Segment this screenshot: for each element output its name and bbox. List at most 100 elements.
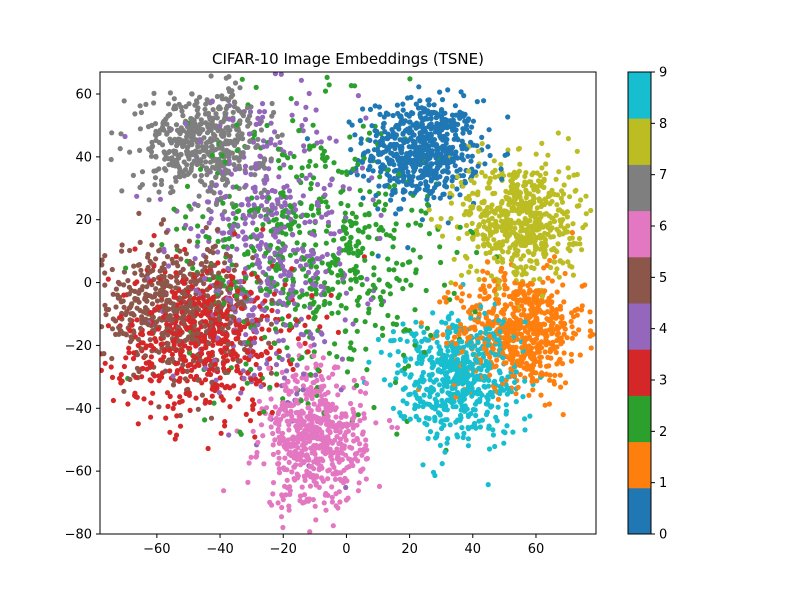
scatter-point <box>169 356 175 362</box>
scatter-point <box>195 406 201 412</box>
scatter-point <box>279 254 285 261</box>
scatter-point <box>551 191 558 197</box>
scatter-point <box>105 323 111 329</box>
scatter-point <box>357 388 364 395</box>
scatter-point <box>284 477 290 483</box>
scatter-point <box>583 193 589 199</box>
scatter-point <box>443 136 449 142</box>
scatter-point <box>311 413 317 419</box>
scatter-point <box>203 319 209 325</box>
scatter-point <box>237 85 243 91</box>
scatter-point <box>253 166 259 172</box>
scatter-point <box>469 124 475 130</box>
scatter-point <box>501 429 507 435</box>
scatter-point <box>418 175 424 181</box>
scatter-point <box>549 305 555 311</box>
scatter-point <box>333 503 339 509</box>
scatter-point <box>458 89 464 95</box>
scatter-point <box>141 396 147 402</box>
scatter-point <box>355 93 361 99</box>
scatter-point <box>383 232 389 238</box>
scatter-point <box>231 305 237 311</box>
scatter-point <box>154 319 160 325</box>
scatter-point <box>571 330 577 336</box>
scatter-point <box>282 202 289 208</box>
scatter-point <box>538 198 544 204</box>
scatter-point <box>459 291 465 297</box>
scatter-point <box>378 169 384 175</box>
scatter-point <box>367 106 374 112</box>
scatter-point <box>174 309 180 315</box>
chart-title: CIFAR-10 Image Embeddings (TSNE) <box>212 50 484 68</box>
scatter-point <box>177 423 184 429</box>
scatter-point <box>315 181 321 188</box>
scatter-point <box>386 267 392 273</box>
scatter-point <box>152 175 159 181</box>
scatter-point <box>275 308 281 315</box>
scatter-point <box>520 289 527 295</box>
scatter-point <box>143 320 149 326</box>
scatter-point <box>139 169 146 175</box>
scatter-point <box>351 438 357 444</box>
scatter-point <box>405 363 412 369</box>
scatter-point <box>202 323 208 329</box>
scatter-point <box>177 394 183 400</box>
scatter-point <box>222 423 228 429</box>
scatter-point <box>370 197 376 203</box>
scatter-point <box>312 218 318 224</box>
scatter-point <box>284 368 290 374</box>
scatter-point <box>433 435 439 441</box>
scatter-point <box>144 284 150 290</box>
scatter-point <box>559 199 566 205</box>
scatter-point <box>245 144 251 150</box>
scatter-point <box>102 302 108 308</box>
scatter-point <box>530 210 536 216</box>
scatter-point <box>222 419 228 425</box>
scatter-point <box>174 127 181 133</box>
scatter-point <box>509 360 515 366</box>
scatter-point <box>452 281 459 287</box>
scatter-point <box>521 307 527 313</box>
scatter-point <box>526 343 532 349</box>
scatter-point <box>413 392 419 398</box>
scatter-point <box>220 216 226 222</box>
scatter-point <box>311 443 317 449</box>
scatter-point <box>347 134 353 140</box>
scatter-point <box>487 222 493 228</box>
scatter-point <box>375 206 381 212</box>
scatter-point <box>551 381 558 387</box>
scatter-point <box>562 326 568 332</box>
scatter-point <box>301 492 308 498</box>
scatter-point <box>542 402 548 408</box>
scatter-point <box>252 213 258 219</box>
scatter-point <box>376 277 382 283</box>
scatter-point <box>428 332 434 338</box>
scatter-point <box>465 153 471 159</box>
scatter-point <box>326 350 332 356</box>
scatter-point <box>214 227 220 233</box>
scatter-point <box>490 427 496 433</box>
scatter-point <box>287 150 293 156</box>
scatter-point <box>299 122 305 129</box>
scatter-point <box>232 231 238 237</box>
scatter-point <box>188 362 194 368</box>
scatter-point <box>517 238 523 244</box>
scatter-point <box>213 174 219 180</box>
scatter-point <box>460 201 466 207</box>
scatter-point <box>289 443 296 449</box>
scatter-point <box>342 317 348 323</box>
scatter-point <box>153 153 159 159</box>
scatter-point <box>305 349 311 355</box>
scatter-point <box>178 125 184 131</box>
scatter-point <box>149 242 155 248</box>
scatter-point <box>201 281 207 287</box>
scatter-point <box>258 154 264 160</box>
scatter-point <box>100 324 105 330</box>
scatter-point <box>290 373 296 379</box>
scatter-point <box>458 284 464 290</box>
scatter-point <box>419 217 425 223</box>
scatter-point <box>270 430 276 437</box>
scatter-point <box>461 93 467 99</box>
scatter-point <box>432 414 438 420</box>
scatter-point <box>167 393 173 399</box>
